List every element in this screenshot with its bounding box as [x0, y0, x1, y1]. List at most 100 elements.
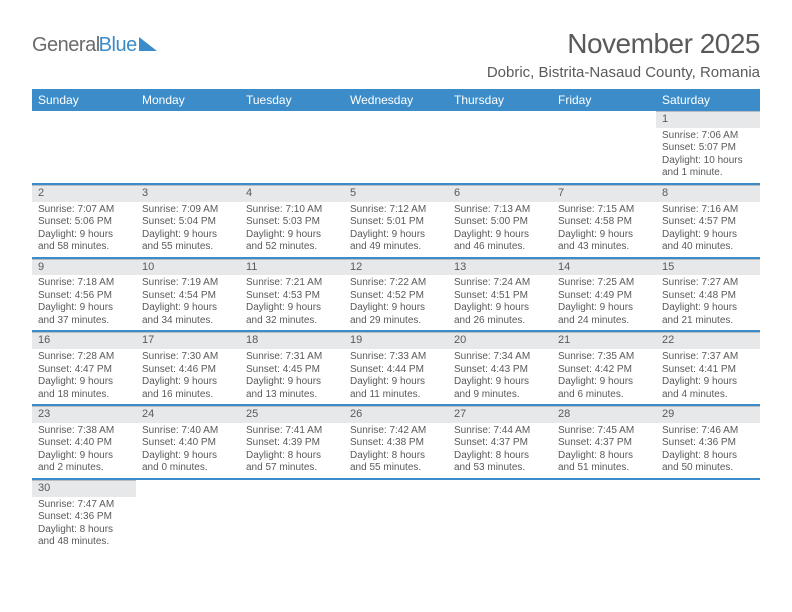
day-sunrise: Sunrise: 7:42 AM: [350, 425, 442, 438]
day-day1: Daylight: 9 hours: [662, 229, 754, 242]
calendar-cell: 10Sunrise: 7:19 AMSunset: 4:54 PMDayligh…: [136, 258, 240, 332]
calendar-cell: 27Sunrise: 7:44 AMSunset: 4:37 PMDayligh…: [448, 405, 552, 479]
day-day2: and 52 minutes.: [246, 241, 338, 254]
day-day2: and 43 minutes.: [558, 241, 650, 254]
day-sunrise: Sunrise: 7:35 AM: [558, 351, 650, 364]
day-details: Sunrise: 7:46 AMSunset: 4:36 PMDaylight:…: [656, 425, 760, 478]
day-sunrise: Sunrise: 7:31 AM: [246, 351, 338, 364]
day-number: 12: [344, 259, 448, 276]
day-day2: and 29 minutes.: [350, 315, 442, 328]
day-number: 7: [552, 185, 656, 202]
calendar-cell: [32, 111, 136, 184]
day-sunrise: Sunrise: 7:34 AM: [454, 351, 546, 364]
calendar-cell: [240, 479, 344, 552]
day-day1: Daylight: 8 hours: [38, 524, 130, 537]
day-day2: and 57 minutes.: [246, 462, 338, 475]
calendar-cell: 24Sunrise: 7:40 AMSunset: 4:40 PMDayligh…: [136, 405, 240, 479]
weekday-friday: Friday: [552, 89, 656, 111]
calendar-cell: 17Sunrise: 7:30 AMSunset: 4:46 PMDayligh…: [136, 331, 240, 405]
day-number: 14: [552, 259, 656, 276]
day-details: Sunrise: 7:09 AMSunset: 5:04 PMDaylight:…: [136, 204, 240, 257]
day-sunset: Sunset: 4:36 PM: [662, 437, 754, 450]
day-number: 29: [656, 406, 760, 423]
logo-flag-icon: [139, 37, 157, 51]
day-day2: and 37 minutes.: [38, 315, 130, 328]
calendar-cell: 13Sunrise: 7:24 AMSunset: 4:51 PMDayligh…: [448, 258, 552, 332]
day-number: 10: [136, 259, 240, 276]
day-details: Sunrise: 7:27 AMSunset: 4:48 PMDaylight:…: [656, 277, 760, 330]
day-sunrise: Sunrise: 7:10 AM: [246, 204, 338, 217]
day-sunset: Sunset: 5:07 PM: [662, 142, 754, 155]
calendar-cell: 8Sunrise: 7:16 AMSunset: 4:57 PMDaylight…: [656, 184, 760, 258]
day-sunrise: Sunrise: 7:37 AM: [662, 351, 754, 364]
day-day1: Daylight: 9 hours: [350, 229, 442, 242]
day-day2: and 2 minutes.: [38, 462, 130, 475]
calendar-cell: 12Sunrise: 7:22 AMSunset: 4:52 PMDayligh…: [344, 258, 448, 332]
header: General Blue November 2025 Dobric, Bistr…: [32, 28, 760, 81]
calendar-cell: 4Sunrise: 7:10 AMSunset: 5:03 PMDaylight…: [240, 184, 344, 258]
day-day1: Daylight: 9 hours: [142, 229, 234, 242]
day-details: Sunrise: 7:34 AMSunset: 4:43 PMDaylight:…: [448, 351, 552, 404]
calendar-cell: 1Sunrise: 7:06 AMSunset: 5:07 PMDaylight…: [656, 111, 760, 184]
day-details: Sunrise: 7:18 AMSunset: 4:56 PMDaylight:…: [32, 277, 136, 330]
day-sunrise: Sunrise: 7:44 AM: [454, 425, 546, 438]
day-day2: and 34 minutes.: [142, 315, 234, 328]
day-sunrise: Sunrise: 7:33 AM: [350, 351, 442, 364]
day-number: 11: [240, 259, 344, 276]
day-day1: Daylight: 9 hours: [142, 450, 234, 463]
day-day1: Daylight: 9 hours: [38, 376, 130, 389]
day-number: 23: [32, 406, 136, 423]
day-sunset: Sunset: 4:45 PM: [246, 364, 338, 377]
day-day2: and 51 minutes.: [558, 462, 650, 475]
day-sunrise: Sunrise: 7:18 AM: [38, 277, 130, 290]
logo: General Blue: [32, 28, 157, 57]
day-day1: Daylight: 9 hours: [38, 450, 130, 463]
day-day2: and 26 minutes.: [454, 315, 546, 328]
calendar-cell: [448, 111, 552, 184]
day-day2: and 0 minutes.: [142, 462, 234, 475]
day-sunset: Sunset: 4:37 PM: [558, 437, 650, 450]
calendar-cell: 7Sunrise: 7:15 AMSunset: 4:58 PMDaylight…: [552, 184, 656, 258]
calendar-cell: 22Sunrise: 7:37 AMSunset: 4:41 PMDayligh…: [656, 331, 760, 405]
day-details: Sunrise: 7:12 AMSunset: 5:01 PMDaylight:…: [344, 204, 448, 257]
day-day1: Daylight: 8 hours: [350, 450, 442, 463]
calendar-cell: 23Sunrise: 7:38 AMSunset: 4:40 PMDayligh…: [32, 405, 136, 479]
calendar-cell: 11Sunrise: 7:21 AMSunset: 4:53 PMDayligh…: [240, 258, 344, 332]
day-number: 28: [552, 406, 656, 423]
day-details: Sunrise: 7:19 AMSunset: 4:54 PMDaylight:…: [136, 277, 240, 330]
calendar-cell: [136, 479, 240, 552]
calendar-cell: 28 Sunrise: 7:45 AMSunset: 4:37 PMDayligh…: [552, 405, 656, 479]
day-sunset: Sunset: 5:06 PM: [38, 216, 130, 229]
calendar-cell: 21Sunrise: 7:35 AMSunset: 4:42 PMDayligh…: [552, 331, 656, 405]
location: Dobric, Bistrita-Nasaud County, Romania: [487, 64, 760, 81]
day-sunrise: Sunrise: 7:07 AM: [38, 204, 130, 217]
day-number: 19: [344, 332, 448, 349]
day-details: Sunrise: 7:31 AMSunset: 4:45 PMDaylight:…: [240, 351, 344, 404]
day-number: 27: [448, 406, 552, 423]
day-sunrise: Sunrise: 7:21 AM: [246, 277, 338, 290]
day-number: 20: [448, 332, 552, 349]
day-sunset: Sunset: 4:40 PM: [38, 437, 130, 450]
day-sunset: Sunset: 4:51 PM: [454, 290, 546, 303]
day-sunrise: Sunrise: 7:24 AM: [454, 277, 546, 290]
day-details: Sunrise: 7:45 AMSunset: 4:37 PMDaylight:…: [552, 425, 656, 478]
day-number: 21: [552, 332, 656, 349]
calendar-table: SundayMondayTuesdayWednesdayThursdayFrid…: [32, 89, 760, 552]
calendar-cell: 30Sunrise: 7:47 AMSunset: 4:36 PMDayligh…: [32, 479, 136, 552]
day-sunrise: Sunrise: 7:41 AM: [246, 425, 338, 438]
day-number: 3: [136, 185, 240, 202]
day-day1: Daylight: 9 hours: [662, 376, 754, 389]
day-sunrise: Sunrise: 7:13 AM: [454, 204, 546, 217]
day-sunset: Sunset: 4:44 PM: [350, 364, 442, 377]
day-number: 13: [448, 259, 552, 276]
calendar-week: 23Sunrise: 7:38 AMSunset: 4:40 PMDayligh…: [32, 405, 760, 479]
day-sunrise: Sunrise: 7:27 AM: [662, 277, 754, 290]
day-day2: and 18 minutes.: [38, 389, 130, 402]
day-day1: Daylight: 9 hours: [558, 229, 650, 242]
day-number: 30: [32, 480, 136, 497]
day-sunset: Sunset: 5:03 PM: [246, 216, 338, 229]
day-sunset: Sunset: 4:37 PM: [454, 437, 546, 450]
day-sunset: Sunset: 4:58 PM: [558, 216, 650, 229]
day-details: Sunrise: 7:13 AMSunset: 5:00 PMDaylight:…: [448, 204, 552, 257]
day-details: Sunrise: 7:37 AMSunset: 4:41 PMDaylight:…: [656, 351, 760, 404]
